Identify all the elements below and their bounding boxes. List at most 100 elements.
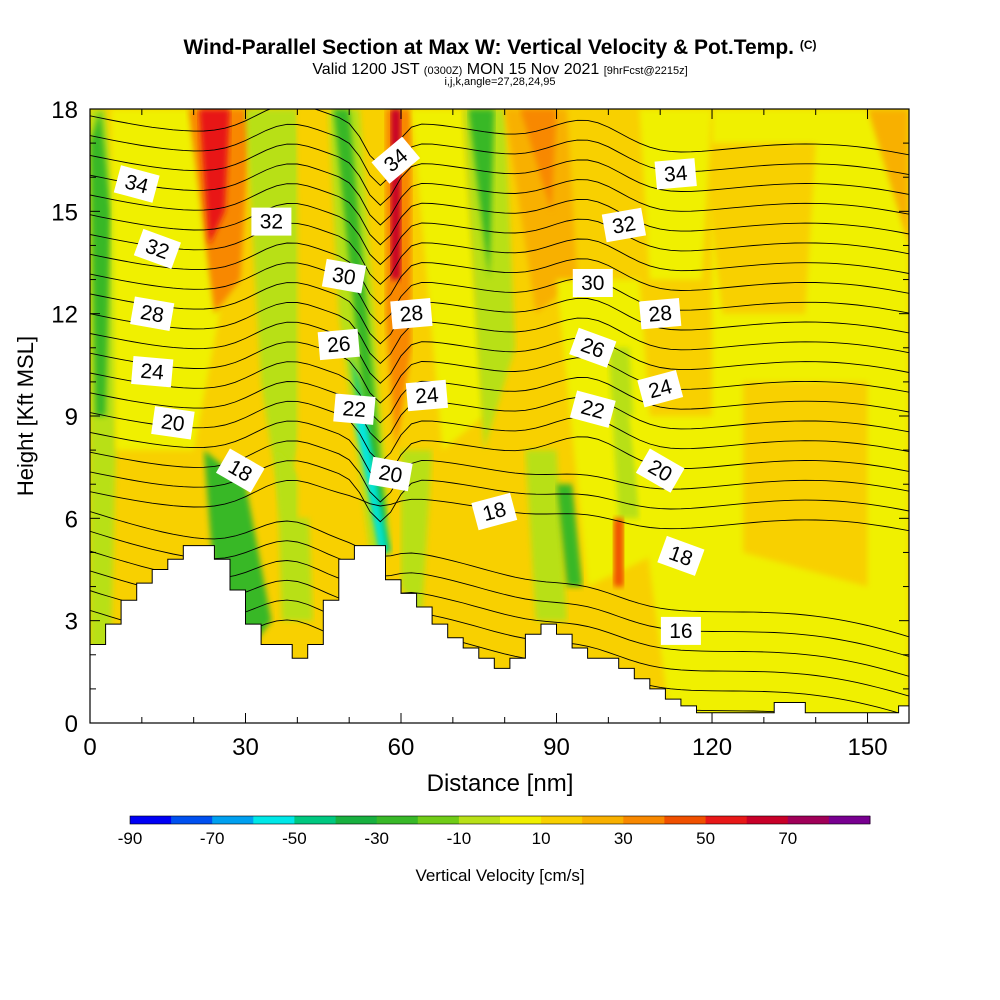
- theta-contour: [90, 203, 909, 266]
- contour-label: 28: [639, 298, 682, 330]
- theta-contour: [90, 530, 909, 657]
- contour-label-box: [151, 406, 195, 440]
- colorbar-tick-label: -10: [447, 829, 472, 848]
- contour-label-text: 20: [377, 461, 404, 488]
- velocity-band: [867, 109, 909, 246]
- velocity-band: [198, 109, 230, 246]
- colorbar-swatch: [582, 816, 624, 824]
- chart-title: Wind-Parallel Section at Max W: Vertical…: [183, 36, 817, 59]
- contour-label-box: [321, 258, 367, 294]
- contour-label: 34: [654, 158, 697, 190]
- contour-label-box: [569, 327, 617, 368]
- y-tick-label: 3: [65, 609, 78, 636]
- theta-contour: [90, 321, 909, 384]
- contour-label: 24: [405, 379, 449, 412]
- colorbar-tick-label: 70: [778, 829, 797, 848]
- contour-label-text: 32: [610, 212, 637, 239]
- contour-label-box: [601, 207, 647, 243]
- contour-label: 24: [637, 370, 684, 408]
- contour-label-text: 26: [326, 332, 351, 357]
- contour-label: 26: [569, 327, 617, 368]
- colorbar-swatch: [828, 816, 871, 824]
- colorbar-tick-label: -50: [282, 829, 307, 848]
- contour-label-box: [405, 379, 449, 412]
- theta-contour: [90, 222, 909, 285]
- contour-label: 18: [657, 535, 705, 576]
- contour-label-text: 24: [414, 383, 440, 408]
- y-axis-label: Height [Kft MSL]: [13, 336, 38, 496]
- velocity-band: [401, 450, 433, 621]
- chart-indices: i,j,k,angle=27,28,24,95: [444, 76, 556, 88]
- velocity-band: [701, 143, 816, 314]
- y-tick-label: 18: [51, 97, 78, 124]
- velocity-band: [204, 450, 272, 655]
- theta-contour: [90, 262, 909, 325]
- colorbar-swatch: [705, 816, 748, 824]
- velocity-band: [411, 109, 484, 451]
- colorbar-swatch: [458, 816, 501, 824]
- theta-contour: [90, 163, 909, 226]
- x-tick-label: 90: [543, 734, 570, 761]
- contour-label: 24: [131, 356, 174, 388]
- contour-label: 32: [601, 207, 647, 243]
- y-tick-label: 12: [51, 302, 78, 329]
- contour-label-text: 28: [648, 302, 673, 327]
- theta-contour: [90, 109, 909, 167]
- x-axis: 0 30 60 90 120 150: [83, 109, 888, 761]
- colorbar-swatch: [253, 816, 295, 824]
- contour-label-box: [635, 448, 685, 493]
- theta-contour: [90, 183, 909, 246]
- theta-contour: [90, 242, 909, 305]
- velocity-band: [390, 109, 401, 280]
- contour-label-text: 32: [260, 211, 283, 234]
- contour-label-text: 24: [140, 360, 166, 385]
- contour-label: 22: [333, 393, 376, 425]
- theta-contour: [90, 282, 909, 345]
- contour-label-box: [371, 136, 421, 184]
- velocity-band: [639, 109, 712, 280]
- contour-label: 28: [390, 298, 433, 330]
- contour-label: 16: [660, 616, 701, 645]
- theta-contour: [90, 301, 909, 365]
- contour-label: 32: [133, 228, 181, 269]
- x-tick-label: 120: [692, 734, 732, 761]
- colorbar-swatch: [664, 816, 706, 824]
- contour-label-box: [572, 269, 613, 297]
- contour-label-box: [251, 207, 292, 236]
- contour-label-text: 22: [342, 397, 367, 422]
- contour-label-text: 16: [669, 620, 692, 643]
- theta-contour: [90, 381, 909, 444]
- colorbar-swatch: [212, 816, 254, 824]
- colorbar-swatch: [746, 816, 789, 824]
- colorbar-swatch: [335, 816, 378, 824]
- colorbar-tick-label: -90: [118, 829, 143, 848]
- velocity-band: [463, 109, 516, 451]
- contour-label: 30: [572, 269, 613, 297]
- colorbar-tick-label: -30: [364, 829, 389, 848]
- colorbar-label: Vertical Velocity [cm/s]: [415, 866, 584, 885]
- colorbar-swatch: [500, 816, 542, 824]
- colorbar: -90 -70 -50 -30 -10 10 30 50 70: [118, 815, 871, 848]
- contour-label-box: [569, 390, 616, 428]
- theta-contour: [90, 123, 909, 187]
- title-mark: (C): [799, 38, 817, 52]
- colorbar-frame: [129, 815, 871, 825]
- contour-label-text: 30: [581, 272, 604, 295]
- colorbar-swatch: [623, 816, 665, 824]
- contour-label-box: [215, 448, 265, 493]
- contour-label-box: [130, 296, 175, 331]
- contour-label: 22: [569, 390, 616, 428]
- plot-area: 3432282420183230262220342824183032342622…: [89, 108, 910, 724]
- contour-label-text: 28: [399, 302, 424, 327]
- velocity-band: [608, 347, 640, 519]
- x-axis-label: Distance [nm]: [427, 770, 574, 797]
- theta-contour: [90, 511, 909, 638]
- y-tick-label: 9: [65, 404, 78, 431]
- colorbar-swatch: [417, 816, 460, 824]
- theta-contour: [90, 341, 909, 404]
- colorbar-swatch: [171, 816, 213, 824]
- x-tick-label: 60: [388, 734, 415, 761]
- contour-label-box: [639, 298, 682, 330]
- contour-label-box: [131, 356, 174, 388]
